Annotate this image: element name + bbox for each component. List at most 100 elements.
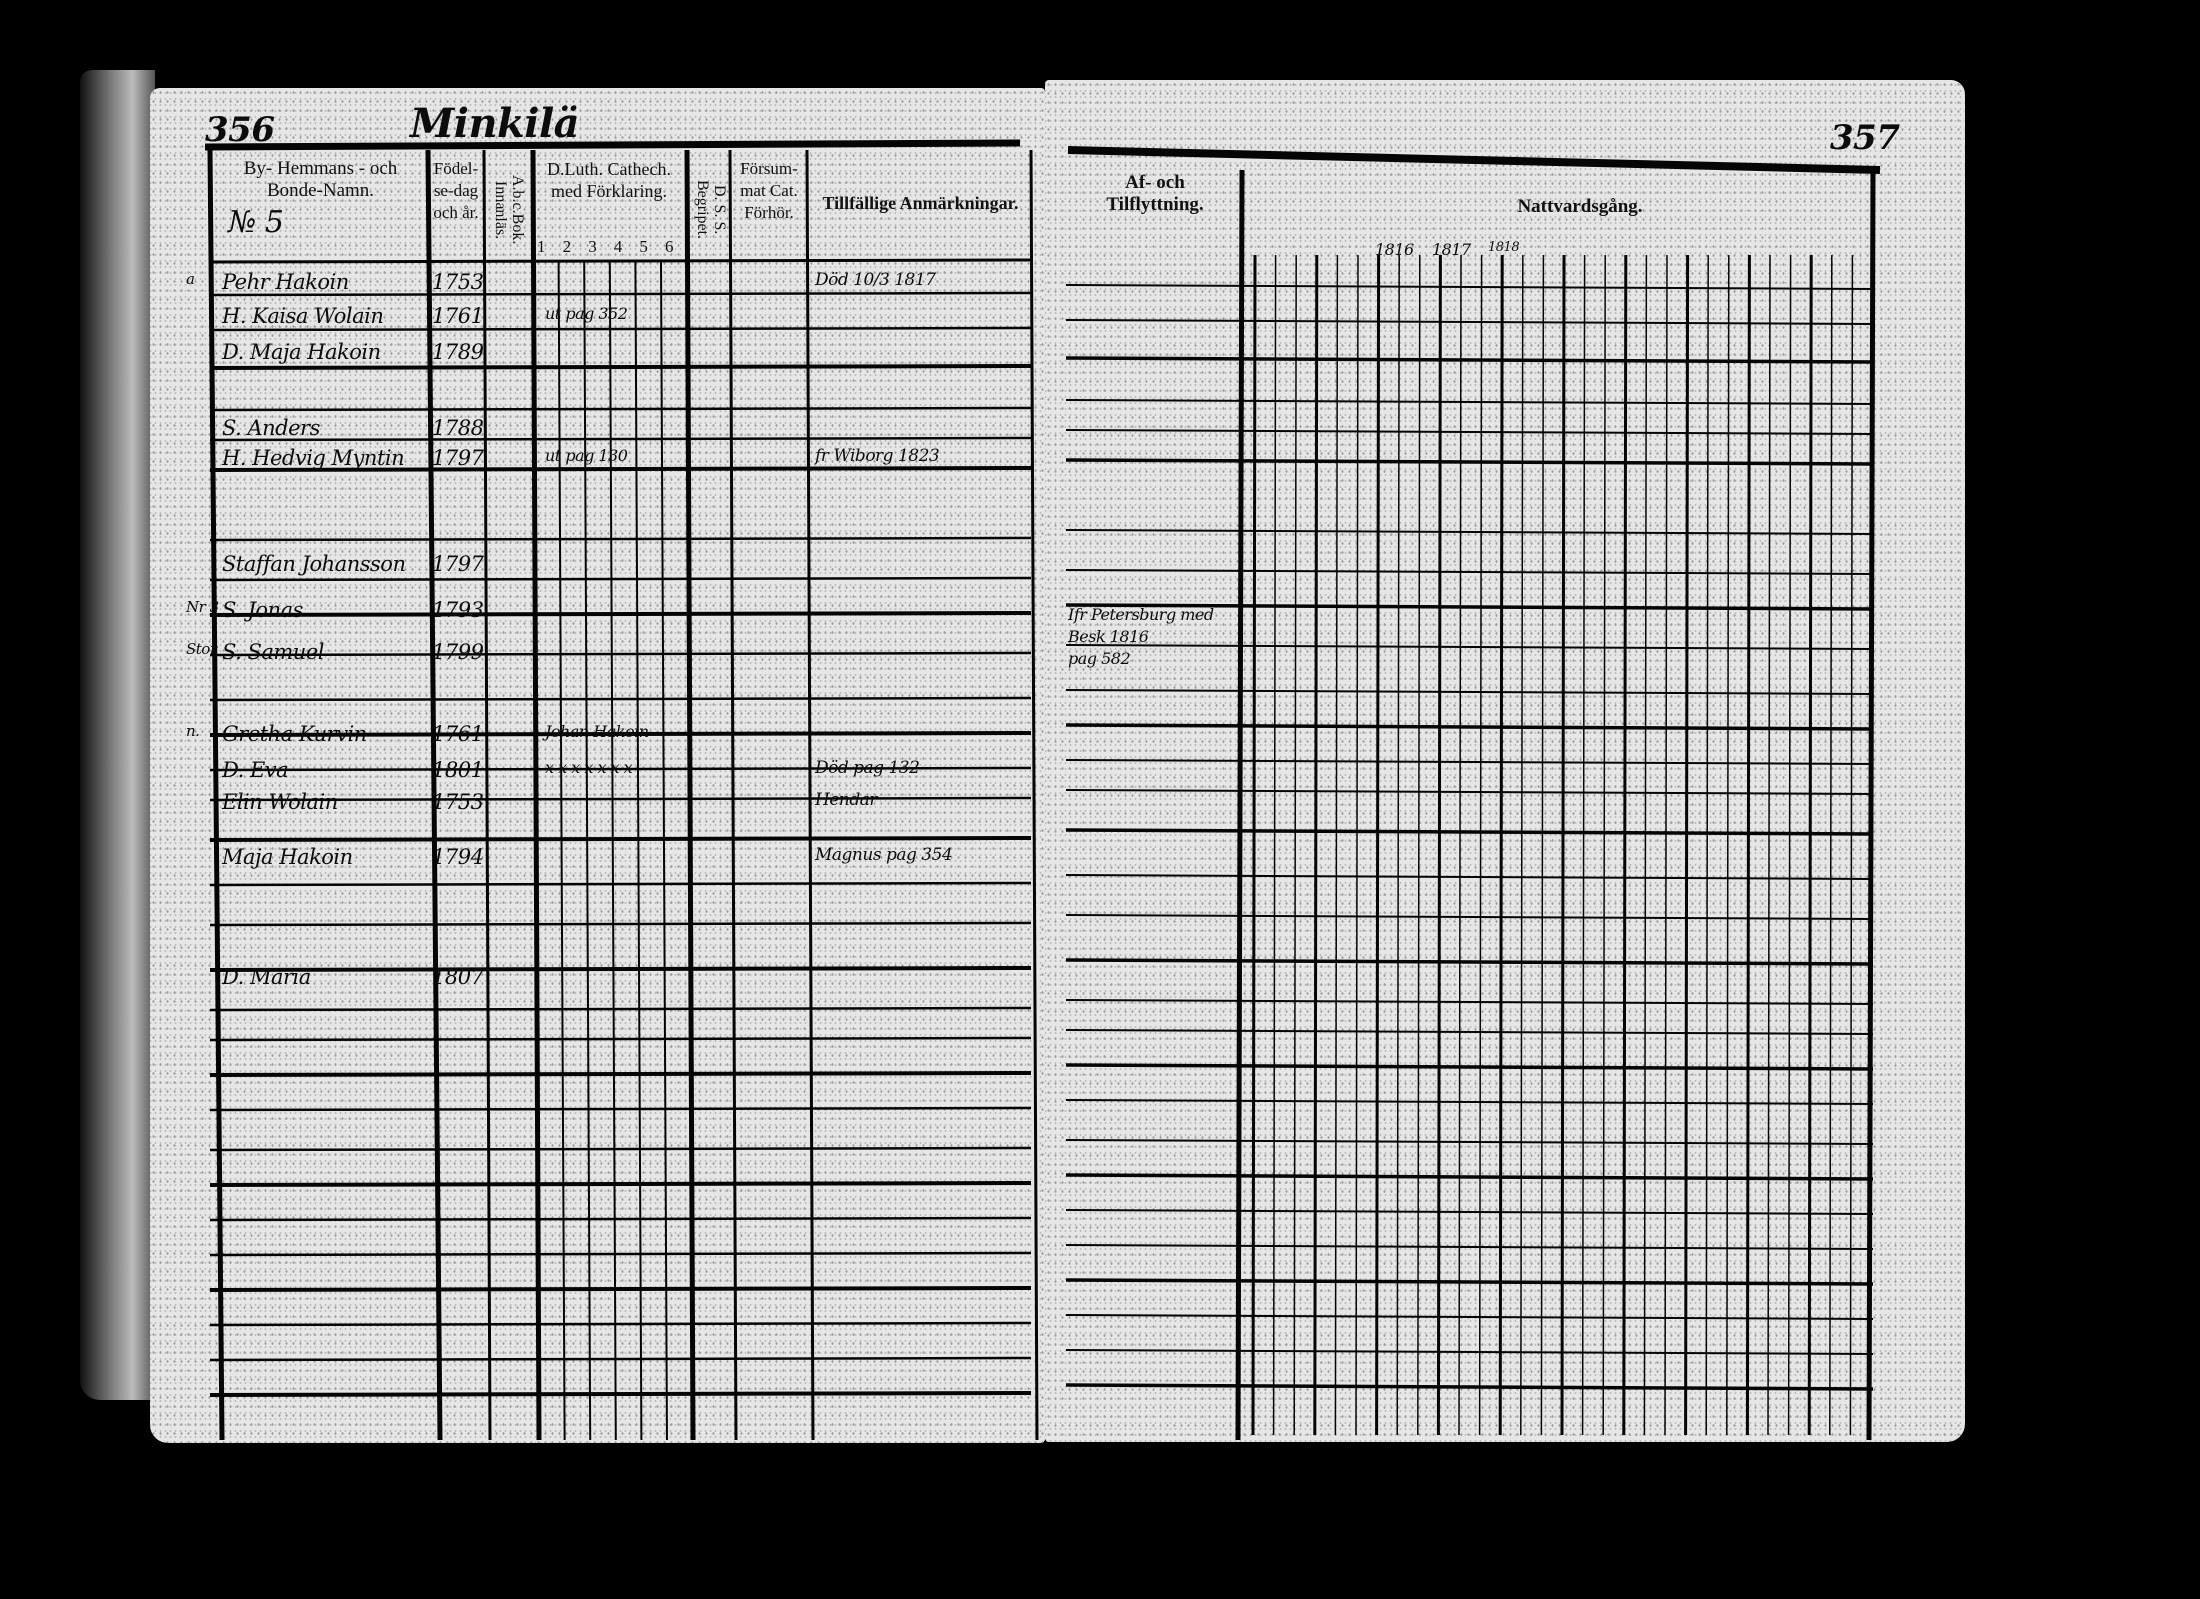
header-birth: Födel-se-dag och år. [433,159,479,222]
birth-year: 1761 [432,722,484,746]
row-rule [1065,603,1874,611]
communion-year-1818: 1818 [1488,240,1520,255]
person-name: D. Eva [222,758,289,782]
birth-year: 1799 [432,640,484,664]
row-rule [1065,723,1874,731]
communion-subcolumn-rule [1293,254,1297,1436]
catechism-subcolumn-label: 6 [665,237,674,256]
village-title: Minkilä [410,100,580,147]
header-communion: Nattvardsgång. [1517,196,1643,217]
row-rule [1065,828,1874,836]
communion-subcolumn-rule [1622,254,1628,1436]
person-name: Staffan Johansson [222,552,406,576]
row-rule [209,326,1032,332]
row-rule [1065,569,1874,575]
column-rule [1235,169,1245,1441]
row-rule [209,466,1032,472]
remark-note: Död 10/3 1817 [815,270,936,290]
birth-year: 1807 [432,965,484,989]
row-rule [1065,458,1874,466]
birth-year: 1801 [432,758,484,782]
communion-subcolumn-rule [1520,254,1524,1436]
catechism-subcolumn-label: 5 [639,237,648,256]
row-rule [209,731,1032,737]
communion-subcolumn-rule [1829,254,1833,1436]
row-mark: n. [186,722,200,740]
remark-note: fr Wiborg 1823 [815,446,940,466]
catechism-subcolumn-rule [557,261,566,1441]
column-rule [425,149,443,1441]
person-name: D. Maja Hakoin [222,340,381,364]
column-rule [728,149,738,1441]
moving-note: Ifr Petersburg med [1068,605,1214,624]
catechism-subcolumn-rule [583,261,592,1441]
catechism-subcolumn-label: 3 [588,237,597,256]
row-rule [209,1216,1032,1222]
header-missed-catechism: Försum-mat Cat. Förhör. [740,159,798,222]
communion-subcolumn-rule [1417,254,1421,1436]
row-mark: Nr 3 [186,598,219,616]
row-rule [1065,1029,1874,1035]
catechism-subcolumn-rule [608,261,617,1441]
row-rule [209,611,1032,617]
communion-subcolumn-rule [1767,254,1771,1436]
catechism-note: ut pag 352 [545,304,628,323]
birth-year: 1753 [432,790,484,814]
remark-note: Död pag 132 [815,758,920,778]
row-rule [1065,644,1874,650]
communion-subcolumn-rule [1787,254,1792,1436]
row-rule [209,836,1032,842]
column-rule [805,149,815,1441]
communion-subcolumn-rule [1705,254,1709,1436]
catechism-note: ut pag 130 [545,446,628,465]
row-rule [1065,759,1874,765]
person-name: S. Jonas [222,598,303,622]
remark-note: Magnus pag 354 [815,845,953,865]
row-rule [1065,874,1874,880]
row-rule [1065,1349,1874,1355]
row-rule [209,1036,1032,1042]
person-name: Gretha Kurvin [222,722,367,746]
header-rule [1067,146,1881,174]
header-remarks: Tillfällige Anmärkningar. [822,193,1019,213]
communion-subcolumn-rule [1375,254,1381,1436]
birth-year: 1794 [432,845,484,869]
person-name: Maja Hakoin [222,845,353,869]
row-rule [209,1071,1032,1077]
row-rule [209,766,1032,772]
row-rule [209,1106,1032,1112]
page-number-left: 356 [205,110,275,150]
row-mark: a [186,270,195,288]
header-dss: D. S. S. Begripet. [694,180,728,240]
communion-subcolumn-rule [1355,254,1359,1436]
row-rule [1065,319,1874,325]
communion-subcolumn-rule [1807,254,1813,1436]
column-rule [482,149,492,1441]
person-name: D. Maria [222,965,311,989]
header-bottom-rule [209,258,1032,264]
birth-year: 1761 [432,304,484,328]
catechism-subcolumn-label: 1 [537,237,546,256]
communion-year-1816: 1816 [1375,240,1414,259]
person-name: H. Hedvig Myntin [222,446,405,470]
row-rule [1065,1173,1874,1181]
catechism-note: x x x x x x x [545,758,633,777]
row-rule [209,576,1032,582]
birth-year: 1789 [432,340,484,364]
communion-subcolumn-rule [1540,254,1545,1436]
row-rule [209,696,1032,702]
column-rule [684,149,696,1441]
row-rule [209,651,1032,657]
row-rule [1065,284,1874,290]
row-rule [1065,356,1874,364]
row-rule [1065,399,1874,405]
communion-subcolumn-rule [1684,254,1690,1436]
communion-subcolumn-rule [1251,254,1257,1436]
row-rule [1065,689,1874,695]
person-name: H. Kaisa Wolain [222,304,384,328]
row-rule [1065,1244,1874,1250]
household-number: № 5 [228,205,284,240]
row-rule [1065,789,1874,795]
communion-subcolumn-rule [1664,254,1668,1436]
header-name: By- Hemmans - och Bonde-Namn. [243,158,398,201]
